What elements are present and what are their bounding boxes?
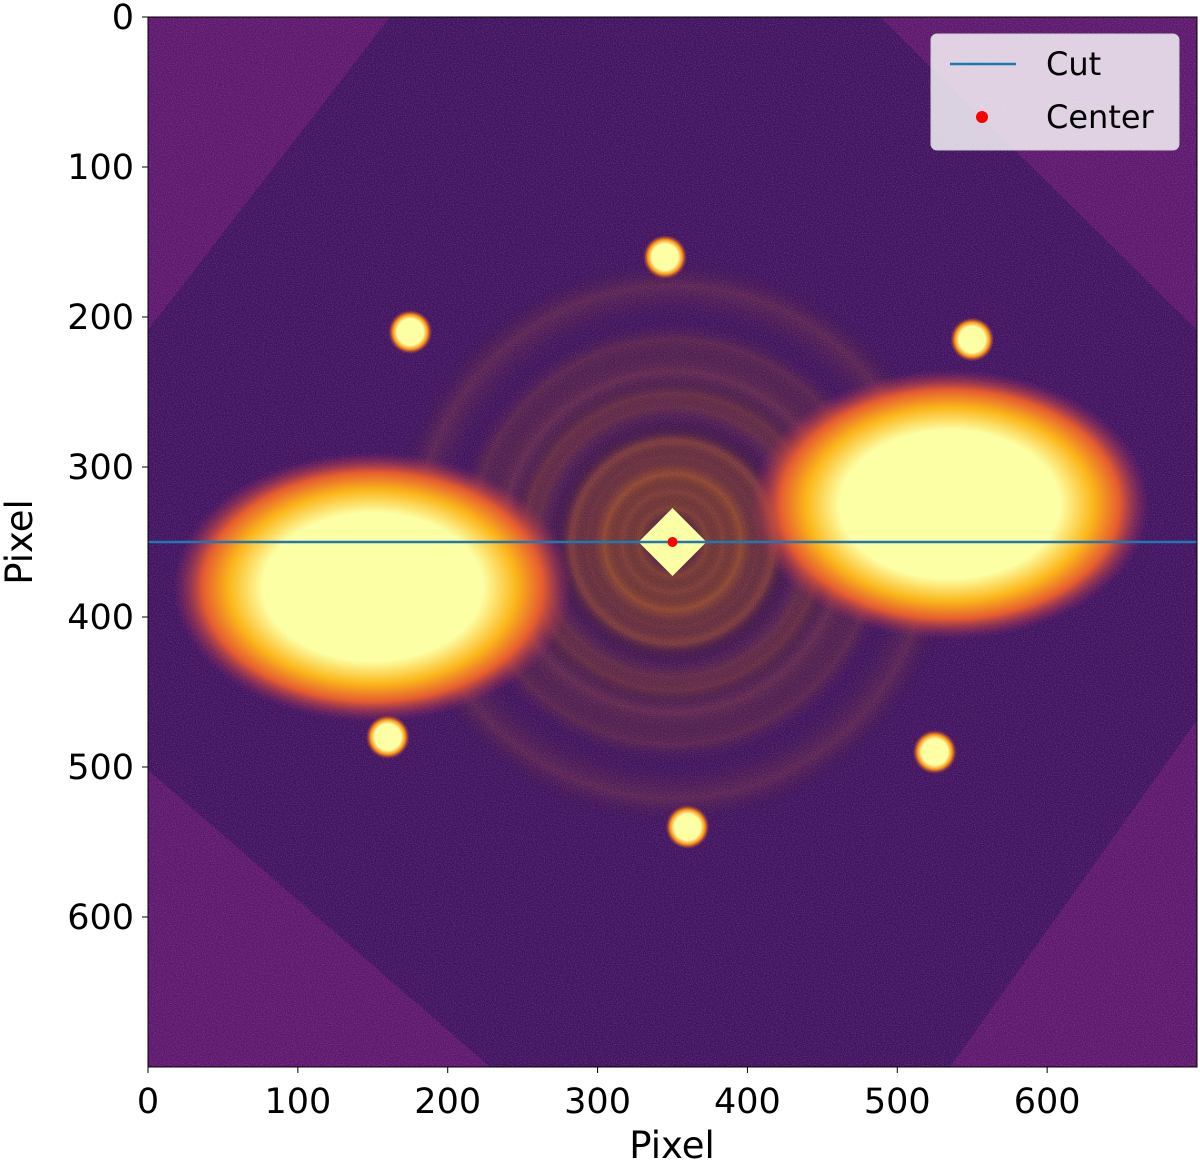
x-tick-label: 0 (137, 1082, 159, 1122)
bright-spot (643, 235, 688, 279)
y-axis-ticks: 0 100 200 300 400 500 600 (67, 0, 148, 938)
center-marker (667, 537, 678, 547)
x-tick-label: 600 (1014, 1082, 1081, 1122)
y-tick-label: 400 (67, 598, 134, 638)
y-tick-label: 500 (67, 748, 134, 788)
x-tick-label: 300 (564, 1082, 631, 1122)
bright-spot (912, 730, 957, 774)
bright-spot (665, 805, 710, 849)
x-tick-label: 500 (864, 1082, 931, 1122)
diffraction-features (172, 235, 1150, 849)
legend-cut-label: Cut (1046, 45, 1101, 83)
x-tick-label: 400 (714, 1082, 781, 1122)
legend-center-swatch (976, 111, 988, 123)
legend-center-label: Center (1046, 98, 1155, 136)
x-axis-label: Pixel (629, 1124, 715, 1165)
bright-spot (388, 310, 433, 354)
halo-blob (749, 369, 1150, 640)
legend: Cut Center (930, 33, 1180, 151)
x-tick-label: 100 (264, 1082, 331, 1122)
y-axis-label: Pixel (0, 499, 41, 585)
y-tick-label: 200 (67, 298, 134, 338)
bright-spot (365, 715, 410, 759)
x-tick-label: 200 (414, 1082, 481, 1122)
bright-spot (950, 317, 995, 362)
y-tick-label: 0 (112, 0, 134, 38)
halo-blob (172, 452, 573, 722)
plot-frame (147, 16, 1198, 1068)
y-tick-label: 100 (67, 148, 134, 188)
plot-area (148, 17, 1197, 1067)
x-axis-ticks: 0 100 200 300 400 500 600 (137, 1067, 1081, 1122)
y-tick-label: 300 (67, 448, 134, 488)
y-tick-label: 600 (67, 898, 134, 938)
